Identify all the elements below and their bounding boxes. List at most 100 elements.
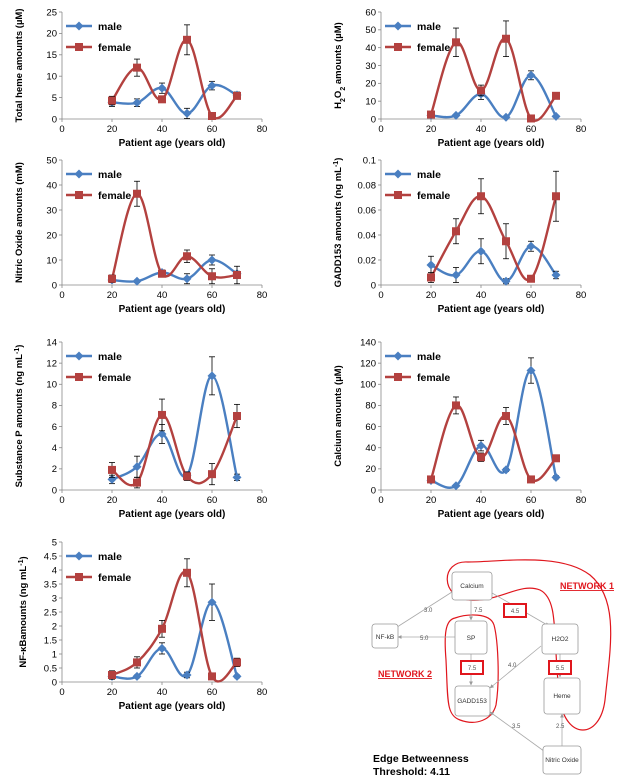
data-point	[183, 35, 191, 44]
edge-label: 4.5	[511, 609, 520, 615]
data-point	[157, 643, 167, 653]
node-calcium: Calcium	[451, 571, 493, 601]
y-tick-label: 140	[360, 337, 376, 348]
x-tick-label: 40	[476, 495, 487, 506]
data-point	[551, 472, 561, 482]
legend-label: female	[98, 42, 131, 54]
data-point	[183, 252, 191, 261]
y-tick-label: 40	[46, 180, 57, 191]
caption-line2: Threshold: 4.11	[373, 766, 450, 778]
series-line	[430, 74, 558, 119]
legend-entry-male: male	[385, 21, 441, 33]
node-gadd153: GADD153	[454, 685, 491, 717]
node-label: NF-kB	[376, 634, 394, 641]
y-tick-label: 5	[52, 537, 57, 548]
y-tick-label: 15	[46, 50, 57, 61]
series-female	[427, 20, 560, 123]
data-point	[133, 478, 141, 487]
y-tick-label: 0.02	[358, 255, 377, 266]
data-point	[427, 273, 435, 282]
y-tick-label: 0	[371, 114, 376, 125]
legend-label: male	[417, 351, 441, 363]
data-point	[452, 38, 460, 47]
y-tick-label: 2	[52, 464, 57, 475]
y-tick-label: 10	[46, 255, 57, 266]
y-tick-label: 20	[365, 79, 376, 90]
edge-label: 5.0	[420, 636, 429, 642]
y-tick-label: 8	[52, 401, 57, 412]
y-axis-label: GADD153 amounts (ng mL-1)	[333, 158, 345, 288]
x-tick-label: 40	[476, 290, 487, 301]
data-point	[502, 412, 510, 420]
y-tick-label: 30	[365, 61, 376, 72]
x-tick-label: 60	[207, 495, 218, 506]
x-tick-label: 60	[207, 290, 218, 301]
legend-entry-female: female	[66, 190, 131, 202]
y-tick-label: 50	[365, 25, 376, 36]
data-point	[158, 410, 166, 419]
chart-panel-6: 0 20 40 60 80 100 120 140 0 20 40 60 80 Patient age (…	[333, 337, 586, 520]
edge-label: 3.5	[512, 724, 521, 730]
data-point	[208, 470, 216, 479]
series-line	[111, 83, 238, 115]
edge-h2o2-gadd	[489, 645, 542, 689]
x-axis-label: Patient age (years old)	[119, 304, 226, 315]
edge-label: 7.5	[468, 666, 477, 672]
data-point	[551, 111, 561, 121]
data-point	[452, 227, 460, 236]
y-tick-label: 3.5	[44, 579, 57, 590]
data-point	[451, 481, 461, 491]
data-point	[502, 237, 510, 246]
legend-label: male	[417, 169, 441, 181]
data-point	[108, 671, 116, 679]
data-point	[501, 465, 511, 475]
legend-label: male	[417, 21, 441, 33]
y-tick-label: 0.04	[358, 230, 377, 241]
y-tick-label: 60	[365, 7, 376, 18]
node-label: Nitric Oxide	[545, 757, 579, 764]
node-sp: SP	[454, 620, 488, 655]
y-tick-label: 50	[46, 155, 57, 166]
data-point	[108, 96, 116, 105]
chart-panel-7: 0 0.5 1 1.5 2 2.5 3 3.5 4 4.5 5 0 20 40 60 80 Patient ag…	[18, 537, 268, 712]
series-female	[108, 24, 241, 121]
data-point	[207, 371, 217, 381]
data-point	[157, 429, 167, 439]
data-point	[132, 462, 142, 472]
data-point	[232, 472, 242, 482]
series-line	[429, 404, 557, 483]
data-point	[233, 91, 241, 100]
data-point	[527, 114, 535, 123]
data-point	[133, 189, 141, 198]
x-tick-label: 20	[107, 124, 118, 135]
node-label: GADD153	[457, 698, 487, 705]
data-point	[132, 98, 142, 108]
x-tick-label: 40	[157, 495, 168, 506]
x-tick-label: 0	[59, 290, 64, 301]
data-point	[207, 597, 217, 607]
data-point	[157, 83, 167, 93]
y-tick-label: 5	[52, 93, 57, 104]
y-tick-label: 40	[365, 443, 376, 454]
y-tick-label: 120	[360, 358, 376, 369]
caption-line1: Edge Betweenness	[373, 753, 469, 765]
x-tick-label: 60	[207, 124, 218, 135]
y-axis-label: H2O2 amounts (µM)	[333, 22, 347, 109]
node-h2o2: H2O2	[541, 623, 579, 655]
x-tick-label: 80	[257, 495, 268, 506]
y-tick-label: 80	[365, 401, 376, 412]
legend-entry-female: female	[66, 42, 131, 54]
y-tick-label: 0	[371, 485, 376, 496]
data-point	[158, 624, 166, 633]
series-female	[427, 396, 560, 484]
data-point	[158, 95, 166, 104]
y-tick-label: 100	[360, 380, 376, 391]
y-axis-label: NF-κBamounts (ng mL-1)	[18, 556, 30, 667]
x-axis-label: Patient age (years old)	[438, 304, 545, 315]
series-line	[110, 192, 238, 280]
y-tick-label: 10	[46, 72, 57, 83]
data-point	[207, 81, 217, 91]
x-tick-label: 0	[378, 124, 383, 135]
y-axis-label: Substance P amounts (ng mL-1)	[14, 345, 26, 488]
edge-highlight-box	[503, 603, 527, 618]
